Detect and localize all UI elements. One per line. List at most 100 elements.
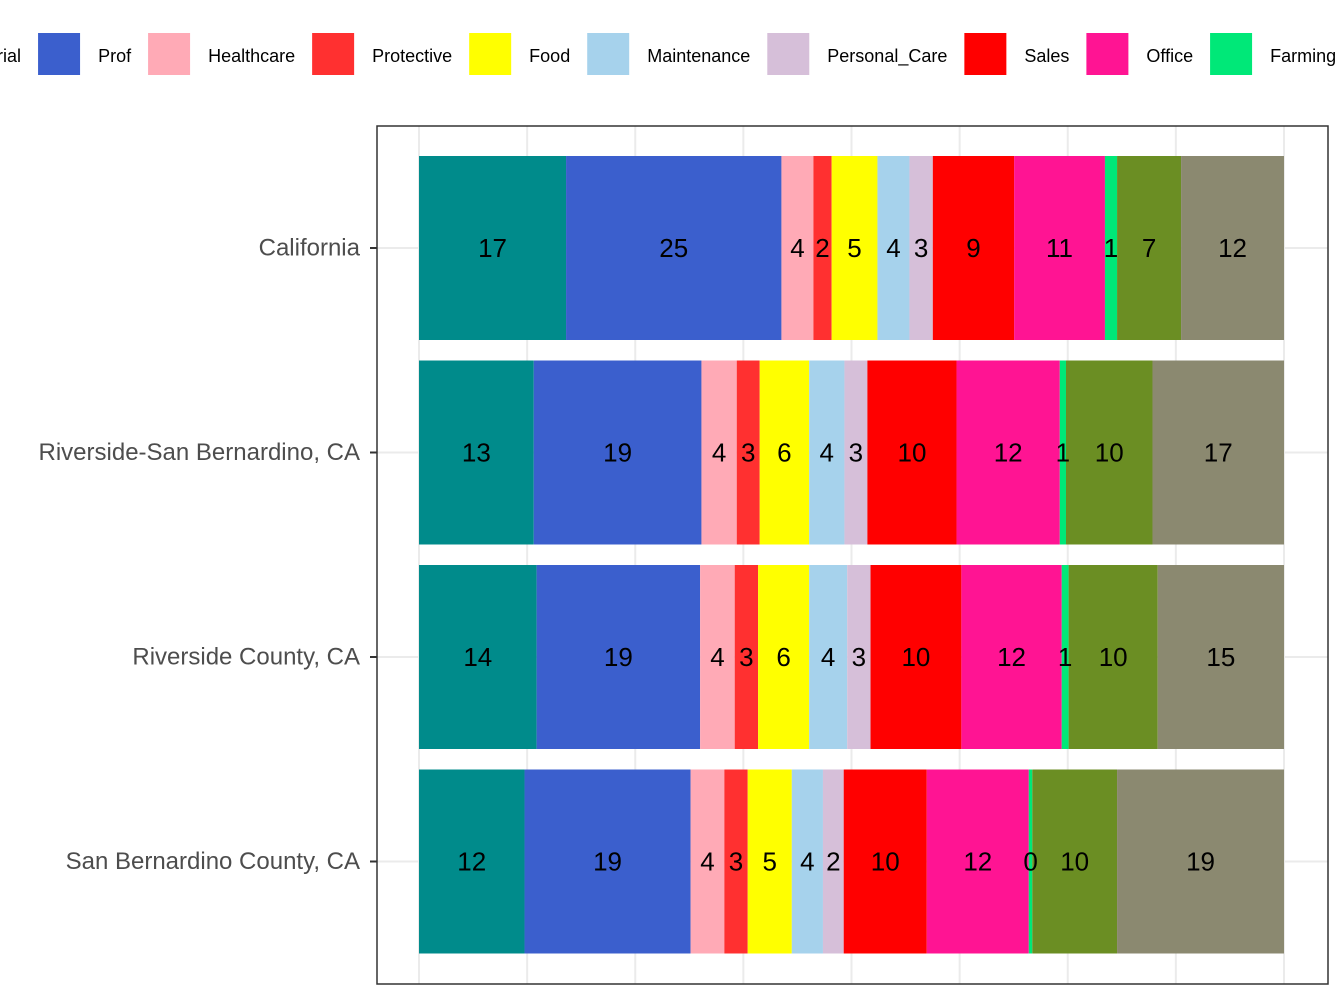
data-label-riverside-county-ca-prof: 19 <box>604 642 633 672</box>
bar-segment-california-office <box>1014 156 1105 340</box>
bar-segment-riverside-county-ca-protective <box>734 565 759 749</box>
bar-segment-riverside-san-bernardino-ca-production <box>1152 360 1284 545</box>
data-label-san-bernardino-county-ca-construction: 10 <box>1060 847 1089 877</box>
bar-segment-riverside-county-ca-managerial <box>419 565 537 749</box>
data-label-riverside-county-ca-production: 15 <box>1206 642 1235 672</box>
bar-segment-riverside-san-bernardino-ca-sales <box>867 360 957 545</box>
bar-segment-san-bernardino-county-ca-protective <box>724 769 748 954</box>
data-label-riverside-san-bernardino-ca-farming: 1 <box>1056 438 1070 468</box>
data-label-california-food: 5 <box>847 233 861 263</box>
bar-segment-san-bernardino-county-ca-sales <box>843 769 927 954</box>
panel-border <box>376 125 1329 985</box>
data-label-california-sales: 9 <box>966 233 980 263</box>
data-label-riverside-county-ca-food: 6 <box>776 642 790 672</box>
data-label-california-office: 11 <box>1046 233 1073 263</box>
data-label-riverside-county-ca-managerial: 14 <box>463 642 492 672</box>
data-label-san-bernardino-county-ca-managerial: 12 <box>457 847 486 877</box>
data-label-california-healthcare: 4 <box>790 233 804 263</box>
bar-segment-riverside-san-bernardino-ca-personal-care <box>844 360 868 545</box>
legend-key-food <box>469 33 512 75</box>
data-label-san-bernardino-county-ca-sales: 10 <box>871 847 900 877</box>
data-label-riverside-san-bernardino-ca-managerial: 13 <box>462 438 491 468</box>
data-label-san-bernardino-county-ca-farming: 0 <box>1023 847 1037 877</box>
bar-segment-california-food <box>831 156 878 340</box>
bar-segment-california-sales <box>932 156 1015 340</box>
data-label-california-managerial: 17 <box>478 233 507 263</box>
data-label-california-protective: 2 <box>815 233 829 263</box>
legend-label-farming: Farming <box>1270 46 1336 66</box>
bar-segment-san-bernardino-county-ca-personal-care <box>822 769 844 954</box>
bar-segment-riverside-san-bernardino-ca-maintenance <box>809 360 845 545</box>
legend-key-maintenance <box>587 33 630 75</box>
data-label-riverside-san-bernardino-ca-production: 17 <box>1204 438 1233 468</box>
bar-segment-riverside-county-ca-sales <box>870 565 962 749</box>
bar-segment-riverside-san-bernardino-ca-prof <box>533 360 702 545</box>
data-label-california-personal-care: 3 <box>914 233 928 263</box>
data-label-riverside-san-bernardino-ca-maintenance: 4 <box>820 438 834 468</box>
bar-segment-riverside-county-ca-maintenance <box>809 565 848 749</box>
legend-label-food: Food <box>529 46 570 66</box>
bar-segment-riverside-county-ca-farming <box>1061 565 1069 749</box>
bar-segment-california-farming <box>1104 156 1118 340</box>
legend-label-managerial: anagerial <box>0 46 21 66</box>
bar-segment-san-bernardino-county-ca-farming <box>1028 769 1033 954</box>
data-label-san-bernardino-county-ca-production: 19 <box>1186 847 1215 877</box>
data-label-riverside-san-bernardino-ca-food: 6 <box>777 438 791 468</box>
data-label-riverside-county-ca-personal-care: 3 <box>852 642 866 672</box>
data-label-riverside-san-bernardino-ca-protective: 3 <box>741 438 755 468</box>
bar-segment-riverside-san-bernardino-ca-protective <box>736 360 760 545</box>
bar-segment-riverside-county-ca-production <box>1157 565 1284 749</box>
data-label-san-bernardino-county-ca-prof: 19 <box>593 847 622 877</box>
data-label-california-prof: 25 <box>659 233 688 263</box>
data-label-san-bernardino-county-ca-office: 12 <box>963 847 992 877</box>
data-label-san-bernardino-county-ca-protective: 3 <box>729 847 743 877</box>
bar-segment-riverside-county-ca-prof <box>536 565 701 749</box>
data-label-san-bernardino-county-ca-healthcare: 4 <box>700 847 714 877</box>
legend: anagerial Prof Healthcare Protective Food Mai… <box>0 33 1336 75</box>
data-label-san-bernardino-county-ca-maintenance: 4 <box>800 847 814 877</box>
data-label-california-construction: 7 <box>1142 233 1156 263</box>
legend-label-office: Office <box>1146 46 1193 66</box>
data-label-riverside-county-ca-healthcare: 4 <box>710 642 724 672</box>
data-label-riverside-county-ca-office: 12 <box>997 642 1026 672</box>
legend-label-prof: Prof <box>98 46 132 66</box>
bar-segment-san-bernardino-county-ca-managerial <box>419 769 525 954</box>
bar-segment-san-bernardino-county-ca-prof <box>524 769 691 954</box>
legend-label-sales: Sales <box>1024 46 1069 66</box>
bar-segment-riverside-san-bernardino-ca-construction <box>1065 360 1153 545</box>
data-label-riverside-county-ca-maintenance: 4 <box>821 642 835 672</box>
bar-segment-california-construction <box>1117 156 1182 340</box>
legend-key-prof <box>38 33 81 75</box>
bar-segment-california-managerial <box>419 156 567 340</box>
data-label-california-production: 12 <box>1218 233 1247 263</box>
bar-segment-riverside-county-ca-construction <box>1068 565 1158 749</box>
legend-key-protective <box>312 33 355 75</box>
data-label-riverside-county-ca-protective: 3 <box>739 642 753 672</box>
data-label-california-maintenance: 4 <box>886 233 900 263</box>
bar-segment-riverside-san-bernardino-ca-office <box>956 360 1060 545</box>
data-label-riverside-san-bernardino-ca-personal-care: 3 <box>849 438 863 468</box>
data-label-riverside-san-bernardino-ca-office: 12 <box>994 438 1023 468</box>
category-label-riverside-san-bernardino-ca: Riverside-San Bernardino, CA <box>39 439 360 466</box>
bar-segment-san-bernardino-county-ca-healthcare <box>690 769 725 954</box>
legend-label-personal-care: Personal_Care <box>827 46 947 67</box>
bars <box>419 156 1284 954</box>
data-label-san-bernardino-county-ca-food: 5 <box>763 847 777 877</box>
data-label-riverside-san-bernardino-ca-prof: 19 <box>603 438 632 468</box>
legend-key-office <box>1086 33 1129 75</box>
data-label-riverside-san-bernardino-ca-healthcare: 4 <box>712 438 726 468</box>
bar-segment-california-prof <box>566 156 782 340</box>
data-label-riverside-san-bernardino-ca-construction: 10 <box>1095 438 1124 468</box>
bar-segment-san-bernardino-county-ca-construction <box>1032 769 1118 954</box>
data-label-california-farming: 1 <box>1104 233 1118 263</box>
bar-segment-riverside-county-ca-healthcare <box>700 565 735 749</box>
data-label-riverside-county-ca-farming: 1 <box>1058 642 1072 672</box>
legend-label-maintenance: Maintenance <box>647 46 750 66</box>
bar-segment-san-bernardino-county-ca-food <box>747 769 792 954</box>
bar-segment-riverside-san-bernardino-ca-managerial <box>419 360 534 545</box>
category-label-san-bernardino-county-ca: San Bernardino County, CA <box>66 848 360 875</box>
data-label-riverside-county-ca-sales: 10 <box>901 642 930 672</box>
category-label-california: California <box>259 235 361 262</box>
